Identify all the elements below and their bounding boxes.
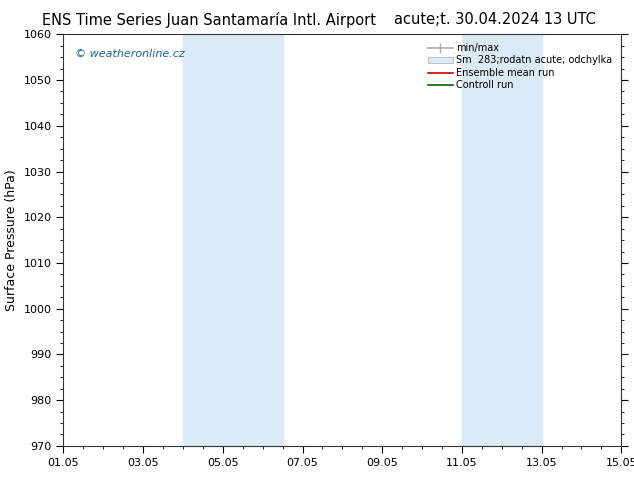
Legend: min/max, Sm  283;rodatn acute; odchylka, Ensemble mean run, Controll run: min/max, Sm 283;rodatn acute; odchylka, … bbox=[424, 39, 616, 94]
Y-axis label: Surface Pressure (hPa): Surface Pressure (hPa) bbox=[5, 169, 18, 311]
Text: © weatheronline.cz: © weatheronline.cz bbox=[75, 49, 184, 59]
Text: acute;t. 30.04.2024 13 UTC: acute;t. 30.04.2024 13 UTC bbox=[394, 12, 595, 27]
Bar bbox=[183, 34, 283, 446]
Text: ENS Time Series Juan Santamaría Intl. Airport: ENS Time Series Juan Santamaría Intl. Ai… bbox=[42, 12, 376, 28]
Bar bbox=[462, 34, 541, 446]
